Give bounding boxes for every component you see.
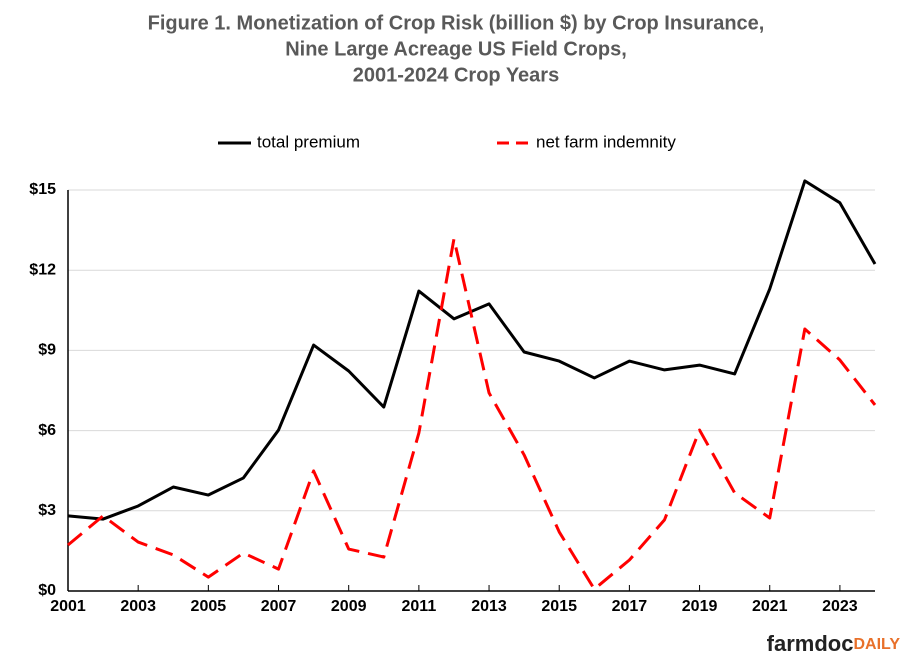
logo-main: farmdoc [767,631,854,656]
logo-accent: DAILY [853,636,900,653]
x-tick-label: 2001 [50,598,86,615]
x-tick-label: 2011 [402,598,437,615]
series-line [67,237,877,591]
x-tick-label: 2015 [541,598,577,615]
x-tick-label: 2009 [331,598,367,615]
y-tick-label: $0 [38,582,56,599]
x-tick-label: 2005 [191,598,227,615]
x-tick-label: 2023 [822,598,858,615]
x-tick-label: 2007 [261,598,297,615]
y-tick-label: $6 [38,422,56,439]
legend-label: net farm indemnity [536,132,676,151]
legend-label: total premium [257,132,360,151]
logo: farmdocDAILY [767,631,901,656]
x-tick-label: 2019 [682,598,718,615]
chart-title: Figure 1. Monetization of Crop Risk (bil… [148,12,765,34]
x-tick-label: 2021 [752,598,788,615]
x-tick-label: 2003 [120,598,156,615]
chart-title: Nine Large Acreage US Field Crops, [285,38,627,60]
x-tick-label: 2017 [612,598,648,615]
y-tick-label: $3 [38,502,56,519]
y-tick-label: $12 [29,261,56,278]
chart-title: 2001-2024 Crop Years [353,64,559,86]
x-tick-label: 2013 [471,598,507,615]
y-tick-label: $15 [29,181,56,198]
y-tick-label: $9 [38,342,56,359]
